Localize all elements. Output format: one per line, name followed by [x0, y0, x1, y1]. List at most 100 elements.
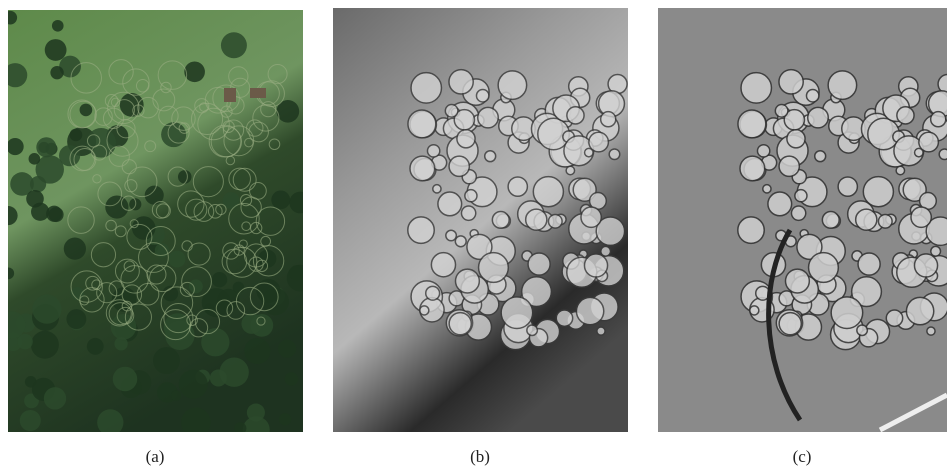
tree: [179, 370, 208, 399]
mound: [791, 206, 805, 220]
mound: [438, 192, 462, 216]
tree: [244, 338, 270, 364]
tree: [181, 407, 211, 437]
mound: [914, 254, 937, 277]
mound: [449, 70, 473, 94]
mound: [455, 236, 466, 247]
mound: [787, 130, 805, 148]
tree: [221, 32, 247, 58]
mound: [831, 297, 863, 329]
tree: [105, 195, 128, 218]
caption: (a): [115, 447, 195, 467]
tree: [153, 347, 180, 374]
mound: [806, 89, 818, 101]
tree: [111, 314, 137, 340]
tree: [247, 404, 265, 422]
tree: [29, 153, 41, 165]
tree: [44, 387, 66, 409]
mound: [795, 190, 807, 202]
caption: (b): [440, 447, 520, 467]
mound: [408, 110, 436, 138]
tree: [271, 190, 290, 209]
mound: [601, 246, 611, 256]
tree: [114, 337, 127, 350]
mound: [527, 325, 538, 336]
mound: [757, 145, 769, 157]
tree: [32, 295, 61, 324]
tree: [184, 61, 205, 82]
hut: [224, 88, 236, 102]
mound: [427, 145, 439, 157]
mound: [828, 71, 857, 100]
mound: [461, 206, 475, 220]
mound: [449, 156, 469, 176]
tree: [285, 372, 298, 385]
mound: [449, 313, 471, 335]
tree: [169, 251, 186, 268]
mound: [556, 310, 572, 326]
mound: [420, 306, 429, 315]
tree: [171, 390, 181, 400]
caption: (c): [762, 447, 842, 467]
tree: [178, 170, 192, 184]
mound: [410, 156, 435, 181]
tree: [289, 192, 311, 214]
mound: [457, 130, 475, 148]
mound: [601, 112, 616, 127]
mound: [411, 73, 441, 103]
tree: [189, 279, 203, 293]
mound: [465, 190, 477, 202]
tree: [17, 334, 33, 350]
mound: [533, 177, 563, 207]
mound: [408, 217, 434, 243]
mound: [768, 192, 792, 216]
mound: [740, 156, 765, 181]
mound: [445, 105, 458, 118]
mound: [741, 73, 771, 103]
tree: [201, 328, 229, 356]
mound: [738, 217, 764, 243]
mound: [939, 149, 947, 160]
tree: [59, 145, 80, 166]
tree: [7, 138, 24, 155]
tree: [113, 367, 138, 392]
mound: [886, 310, 902, 326]
tree: [66, 309, 86, 329]
tree: [45, 39, 67, 61]
tree: [20, 410, 41, 431]
tree: [3, 63, 27, 87]
mound: [566, 166, 574, 174]
mound: [822, 211, 839, 228]
mound: [478, 107, 499, 128]
mound: [498, 71, 527, 100]
mound: [896, 166, 904, 174]
mound: [609, 149, 620, 160]
mound: [431, 253, 455, 277]
mound: [863, 177, 893, 207]
mound: [446, 230, 457, 241]
tree: [46, 206, 62, 222]
tree: [241, 313, 262, 334]
tree: [289, 265, 304, 280]
mound: [455, 269, 479, 293]
figure-images: [0, 0, 947, 471]
mound: [815, 151, 826, 162]
mound: [857, 325, 868, 336]
mound: [906, 297, 933, 324]
mound: [915, 148, 923, 156]
mound: [931, 112, 946, 127]
mound: [878, 215, 892, 229]
mound: [485, 151, 496, 162]
mound: [581, 207, 601, 227]
mound: [508, 177, 527, 196]
tree: [36, 137, 56, 157]
tree: [97, 409, 123, 435]
mound: [426, 286, 440, 300]
tree: [3, 11, 17, 25]
mound: [528, 253, 550, 275]
mound: [779, 156, 799, 176]
mound: [433, 185, 441, 193]
mound: [476, 89, 488, 101]
mound: [763, 185, 771, 193]
mound: [779, 313, 801, 335]
